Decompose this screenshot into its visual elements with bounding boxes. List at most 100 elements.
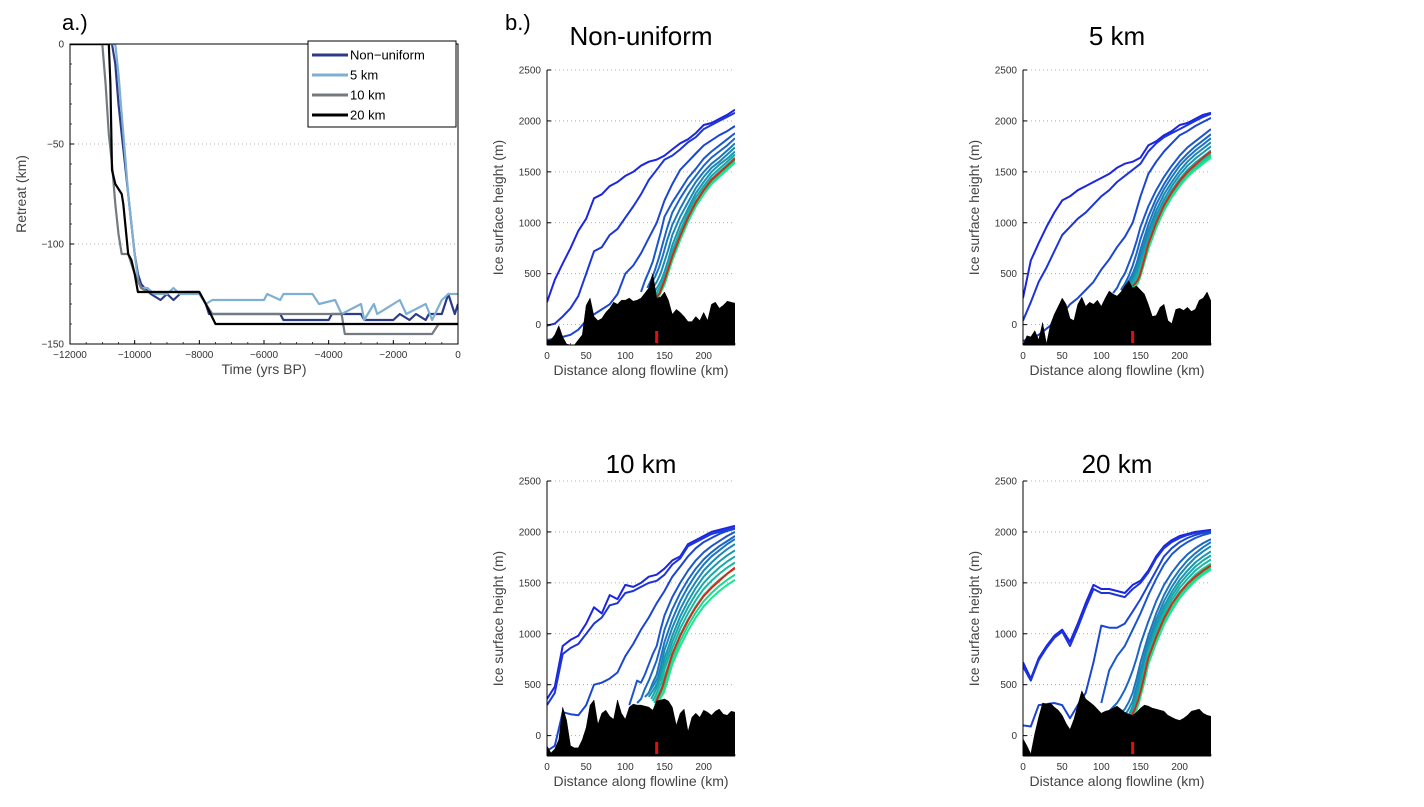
ice-profile-line [547,526,735,706]
ice-profile-line [1023,529,1211,682]
x-axis-label: Distance along flowline (km) [1029,773,1204,789]
y-tick-label: 1500 [519,167,542,178]
y-axis-label: Retreat (km) [13,155,29,233]
ice-profile-line [1120,541,1211,714]
ice-profile-line [547,111,735,327]
x-tick-label: 150 [656,762,673,773]
ice-profile-line [640,132,735,293]
ice-profile-line [1112,128,1211,294]
present-profile-line [654,566,735,704]
x-tick-label: 150 [1132,762,1149,773]
ice-profile-line [1108,538,1211,712]
ice-profile-line [650,555,735,700]
chart-title: 5 km [1089,21,1145,51]
x-tick-label: 0 [544,762,550,773]
ice-profile-line [1131,566,1211,716]
x-tick-label: 0 [455,350,461,361]
ice-profile-line [652,146,735,288]
x-axis-label: Distance along flowline (km) [553,773,728,789]
profile-chart-10km: 10 km0 50 100 150 20005001000150020002500Dis… [490,449,736,789]
x-tick-label: −4000 [315,350,344,361]
x-tick-label: 0 [1020,351,1026,362]
y-axis-label: Ice surface height (m) [490,140,506,275]
y-tick-label: 2000 [519,527,542,538]
ice-profile-line [1126,141,1211,285]
x-tick-label: −10000 [118,350,152,361]
y-axis-label: Ice surface height (m) [490,551,506,686]
ice-profile-line [1124,137,1211,287]
ice-profile-line [1023,112,1211,321]
ice-profile-line [547,527,735,752]
ice-profile-line [1023,111,1211,299]
x-tick-label: 200 [695,762,712,773]
ice-profile-line [1120,133,1211,291]
panel-label-b: b.) [505,10,531,35]
plot-area [1023,111,1211,345]
x-tick-label: 50 [1057,351,1069,362]
y-tick-label: 500 [1000,269,1017,280]
y-tick-label: 2500 [519,477,542,488]
y-axis-label: Ice surface height (m) [966,140,982,275]
present-profile-line [655,157,735,298]
ice-profile-line [655,153,735,295]
ice-profile-line [646,137,735,289]
x-tick-label: 200 [1171,762,1188,773]
y-tick-label: 1000 [519,629,542,640]
y-tick-label: 1500 [995,167,1018,178]
ice-profile-line [1128,145,1211,285]
ice-profile-line [1128,554,1211,717]
y-tick-label: 2500 [519,66,542,77]
plot-area [1023,528,1211,756]
y-tick-label: −100 [41,240,64,251]
ice-profile-line [644,538,735,698]
x-tick-label: −12000 [53,350,87,361]
ice-profile-line [654,150,735,292]
y-tick-label: 1000 [995,218,1018,229]
profile-chart-5km: 5 km0 50 100 150 20005001000150020002500Dist… [966,21,1212,378]
ice-profile-line [1127,550,1211,717]
bedrock-fill [1023,280,1211,345]
y-tick-label: 0 [1011,320,1017,331]
panel-label-a: a.) [62,10,88,35]
ice-profile-line [1131,568,1211,717]
y-tick-label: 2500 [995,477,1018,488]
y-tick-label: 500 [1000,680,1017,691]
x-axis-label: Time (yrs BP) [221,361,306,377]
ice-profile-line [1023,530,1211,728]
legend-label: 20 km [350,108,385,123]
y-axis-label: Ice surface height (m) [966,551,982,686]
legend-label: Non−uniform [350,48,425,63]
series-line [70,44,458,322]
ice-profile-line [647,549,735,698]
y-tick-label: 1500 [995,578,1018,589]
x-tick-label: 100 [617,351,634,362]
ice-profile-line [547,108,735,303]
y-tick-label: 500 [524,680,541,691]
x-tick-label: 100 [1093,351,1110,362]
x-tick-label: 50 [581,762,593,773]
ice-profile-line [1129,149,1211,286]
legend-label: 5 km [350,68,378,83]
x-tick-label: 100 [1093,762,1110,773]
retreat-chart: −12000 −10000 −8000 −6000 −4000 −2000 0 0 −50 −10… [13,40,461,378]
y-tick-label: −50 [47,140,64,151]
x-tick-label: 0 [1020,762,1026,773]
x-tick-label: −2000 [379,350,408,361]
x-tick-label: 50 [581,351,593,362]
profile-chart-20km: 20 km0 50 100 150 20005001000150020002500Dis… [966,449,1212,789]
x-tick-label: 150 [656,351,673,362]
legend: Non−uniform 5 km 10 km 20 km [307,40,457,128]
ice-profile-line [651,561,735,702]
chart-title: 10 km [606,449,677,479]
x-tick-label: −8000 [185,350,214,361]
x-tick-label: 200 [695,351,712,362]
legend-label: 10 km [350,88,385,103]
y-tick-label: 2000 [995,116,1018,127]
ice-profile-line [1123,545,1211,716]
ice-profile-line [628,531,735,706]
ice-profile-line [650,142,735,285]
ice-profile-line [654,573,735,706]
y-tick-label: 2000 [995,527,1018,538]
